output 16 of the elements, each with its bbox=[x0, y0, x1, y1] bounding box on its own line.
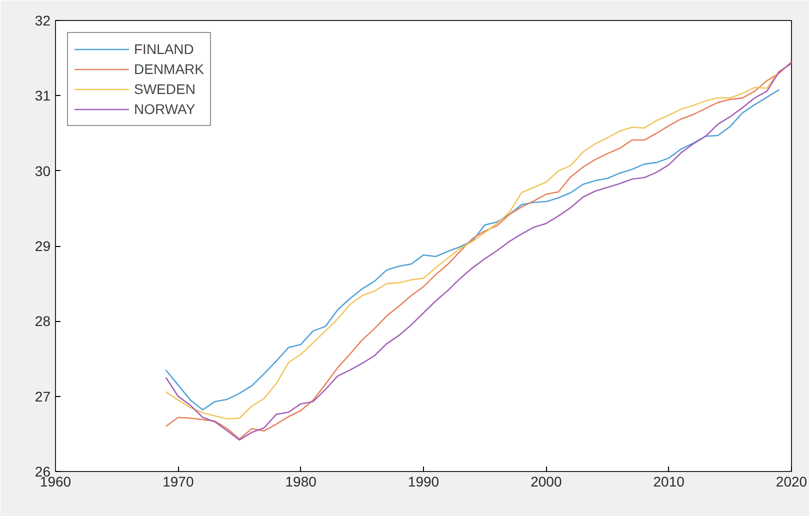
y-tick-label: 30 bbox=[34, 162, 51, 179]
y-tick-label: 31 bbox=[34, 88, 51, 104]
legend-label: DENMARK bbox=[134, 61, 204, 77]
y-tick-label: 32 bbox=[34, 12, 51, 28]
y-tick-label: 28 bbox=[34, 313, 51, 330]
y-tick-label: 27 bbox=[34, 388, 51, 404]
x-tick-label: 2010 bbox=[653, 474, 685, 490]
x-tick-label: 2000 bbox=[530, 474, 562, 490]
y-tick-label: 29 bbox=[34, 238, 51, 254]
legend-label: NORWAY bbox=[134, 101, 196, 117]
x-tick-label: 1970 bbox=[162, 474, 194, 490]
legend-label: FINLAND bbox=[134, 41, 194, 57]
x-tick-label: 2020 bbox=[776, 474, 808, 490]
x-tick-label: 1990 bbox=[408, 474, 440, 490]
x-tick-label: 1980 bbox=[285, 474, 317, 490]
legend-label: SWEDEN bbox=[134, 81, 196, 97]
